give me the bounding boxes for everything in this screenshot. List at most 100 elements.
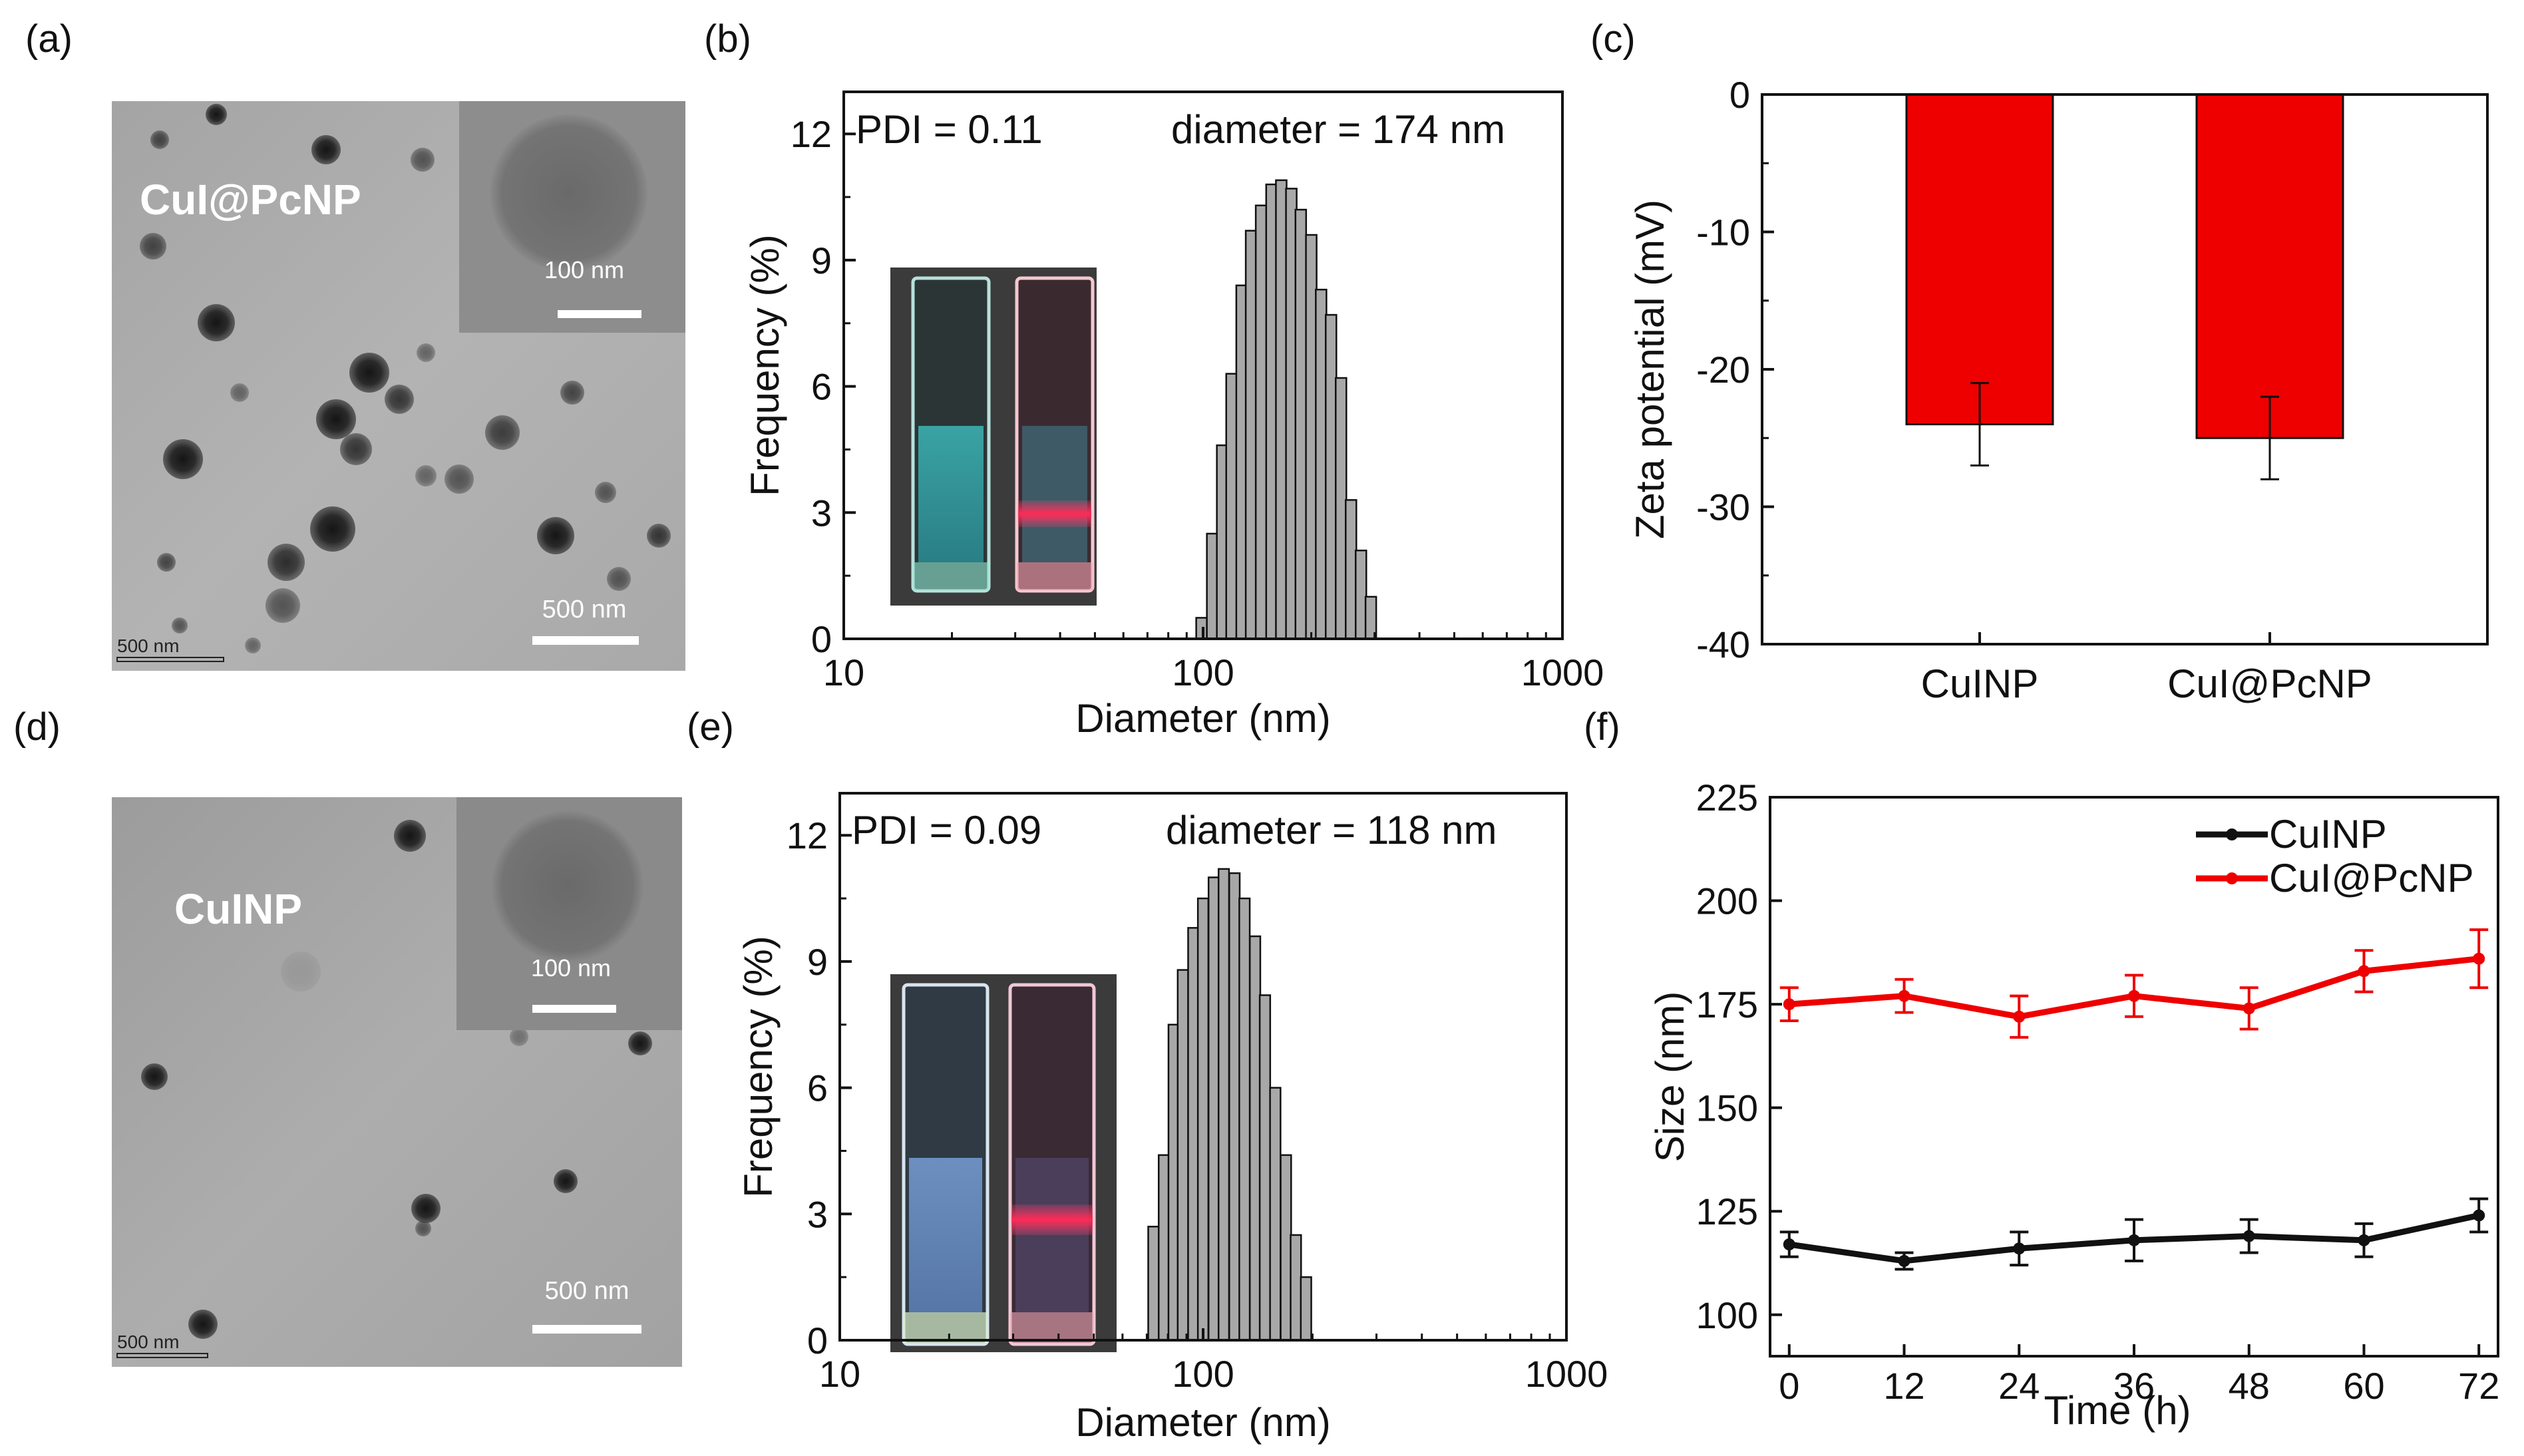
tem-particles-a xyxy=(140,104,671,653)
chart-e-axes: 0 3 6 9 12 10 100 1000 xyxy=(787,815,1608,1395)
chart-b-bar xyxy=(1275,179,1288,640)
chart-f-ytick-label: 150 xyxy=(1696,1087,1758,1129)
chart-f-xlabel: Time (h) xyxy=(2044,1388,2191,1433)
chart-f-point-cui-pcnp xyxy=(2358,965,2370,978)
chart-f-point-cui-pcnp xyxy=(2473,952,2485,965)
chart-f-point-cui-pcnp xyxy=(1783,998,1795,1011)
chart-b-ytick-label: 0 xyxy=(811,618,832,660)
chart-c-ytick-label: -20 xyxy=(1696,349,1750,391)
chart-e-bar xyxy=(1258,994,1272,1342)
chart-f-xtick-label: 72 xyxy=(2458,1365,2499,1407)
chart-f-axes: 0 12 24 36 48 60 72 100 125 150 175 200 225 xyxy=(1696,777,2500,1407)
chart-b-cuvette-photo xyxy=(890,268,1097,606)
chart-f-xtick-label: 24 xyxy=(1998,1365,2040,1407)
chart-e-dls-histogram: 0 3 6 9 12 10 100 1000 PDI = 0.09 diameter = 11… xyxy=(736,792,1608,1445)
chart-e-bar xyxy=(1157,1154,1171,1342)
tem-corner-scalebar-d xyxy=(116,1353,208,1358)
tem-inset-scalebar-d xyxy=(532,1005,616,1013)
tem-sample-label-a: CuI@PcNP xyxy=(140,176,361,224)
chart-f-xtick-label: 0 xyxy=(1779,1365,1799,1407)
chart-e-xlabel: Diameter (nm) xyxy=(1075,1400,1330,1445)
tem-sample-label-d: CuINP xyxy=(174,885,302,933)
chart-e-bar xyxy=(1269,1087,1282,1342)
chart-e-bar xyxy=(1217,868,1230,1342)
chart-b-bars xyxy=(1195,179,1377,640)
chart-c-plot-frame xyxy=(1761,93,2489,645)
chart-c-ytick-label: -30 xyxy=(1696,486,1750,528)
chart-f-point-cuinp xyxy=(2358,1234,2370,1246)
chart-e-bar xyxy=(1228,872,1241,1342)
chart-f-point-cuinp xyxy=(2128,1234,2140,1246)
tem-main-scalebar-d xyxy=(532,1325,641,1334)
chart-e-bar xyxy=(1280,1154,1292,1342)
chart-b-bar xyxy=(1225,373,1238,640)
chart-c-ytick-label: -40 xyxy=(1696,624,1750,665)
chart-e-cuvette-photo xyxy=(890,974,1117,1352)
chart-f-point-cui-pcnp xyxy=(2243,1002,2255,1015)
tem-inset-scale-label-d: 100 nm xyxy=(531,954,611,982)
chart-e-ytick-label: 9 xyxy=(807,941,828,983)
chart-e-bar xyxy=(1248,935,1262,1342)
chart-c-bar xyxy=(1905,93,2054,426)
chart-c-category-label: CuI@PcNP xyxy=(2167,661,2372,706)
panel-label-c: (c) xyxy=(1590,17,1636,61)
chart-e-bar xyxy=(1207,876,1220,1342)
tem-inset-particle-a xyxy=(490,114,647,272)
chart-f-point-cui-pcnp xyxy=(1898,990,1910,1002)
panel-label-d: (d) xyxy=(13,705,61,749)
chart-c-bar xyxy=(2195,93,2344,439)
chart-f-point-cuinp xyxy=(2473,1209,2485,1222)
tem-image-a: 100 nm CuI@PcNP 500 nm 500 nm xyxy=(112,101,685,671)
chart-b-bar xyxy=(1294,208,1308,640)
chart-b-bar xyxy=(1254,204,1268,640)
chart-e-ytick-label: 0 xyxy=(807,1320,828,1362)
chart-f-legend-label-cui-pcnp: CuI@PcNP xyxy=(2269,856,2474,900)
chart-f-legend-label-cuinp: CuINP xyxy=(2269,812,2387,856)
chart-b-diameter-annotation: diameter = 174 nm xyxy=(1171,107,1505,152)
chart-f-point-cui-pcnp xyxy=(2128,990,2140,1002)
chart-b-bar xyxy=(1206,532,1218,640)
chart-b-xtick-label: 100 xyxy=(1172,651,1234,693)
chart-e-bar xyxy=(1187,927,1200,1342)
chart-f-xtick-label: 60 xyxy=(2343,1365,2384,1407)
chart-f-point-cuinp xyxy=(1783,1238,1795,1250)
chart-f-xtick-label: 12 xyxy=(1883,1365,1924,1407)
chart-b-bar xyxy=(1195,617,1208,640)
chart-f-point-cui-pcnp xyxy=(2013,1010,2026,1023)
chart-e-ytick-label: 6 xyxy=(807,1067,828,1109)
chart-e-bar xyxy=(1300,1276,1312,1342)
tem-image-d: 100 nm CuINP 500 nm 500 nm xyxy=(112,797,682,1367)
chart-b-ytick-label: 12 xyxy=(791,113,832,155)
chart-e-bar xyxy=(1147,1226,1160,1342)
chart-b-xtick-label: 10 xyxy=(823,651,864,693)
chart-b-bar xyxy=(1315,288,1328,640)
chart-b-pdi-annotation: PDI = 0.11 xyxy=(856,107,1043,152)
chart-f-legend-marker-cuinp xyxy=(2226,828,2238,840)
chart-c-zeta-potential: CuINP CuI@PcNP 0 -10 -20 -30 -40 Zeta potentia… xyxy=(1628,74,2489,706)
chart-f-ytick-label: 225 xyxy=(1696,777,1758,819)
chart-b-axes: 0 3 6 9 12 10 100 1000 xyxy=(791,113,1604,693)
chart-c-axes: CuINP CuI@PcNP 0 -10 -20 -30 -40 xyxy=(1696,74,2372,706)
panel-label-b: (b) xyxy=(704,17,751,61)
chart-b-ylabel: Frequency (%) xyxy=(743,234,787,496)
chart-c-ytick-label: 0 xyxy=(1729,74,1750,116)
chart-b-xtick-label: 1000 xyxy=(1521,651,1604,693)
chart-b-bar xyxy=(1345,499,1357,640)
chart-b-ytick-label: 6 xyxy=(811,366,832,408)
chart-c-bars xyxy=(1905,93,2344,480)
chart-e-bars xyxy=(1147,868,1312,1342)
chart-e-ytick-label: 3 xyxy=(807,1193,828,1235)
panel-label-e: (e) xyxy=(687,705,734,749)
chart-f-ytick-label: 100 xyxy=(1696,1294,1758,1336)
chart-e-bar xyxy=(1238,897,1251,1342)
chart-f-size-stability: 0 12 24 36 48 60 72 100 125 150 175 200 225 CuINPCuI… xyxy=(1648,777,2499,1433)
chart-b-dls-histogram: 0 3 6 9 12 10 100 1000 PDI = 0.11 diameter = 17… xyxy=(743,91,1604,741)
tem-particles-d xyxy=(141,820,652,1339)
chart-e-bar xyxy=(1176,969,1189,1342)
tem-corner-scale-label-a: 500 nm xyxy=(117,636,179,656)
chart-b-bar xyxy=(1244,230,1258,640)
tem-main-scalebar-a xyxy=(532,636,639,645)
chart-e-xtick-label: 1000 xyxy=(1525,1353,1608,1395)
chart-e-xtick-label: 100 xyxy=(1172,1353,1234,1395)
